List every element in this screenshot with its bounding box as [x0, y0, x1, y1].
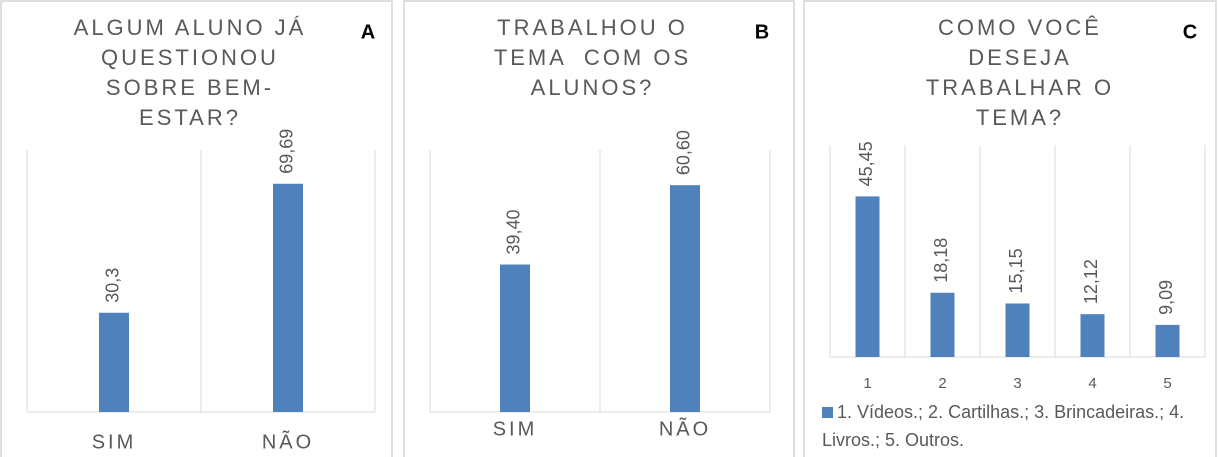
panel-label: B [755, 21, 769, 43]
data-label: 15,15 [1006, 248, 1026, 293]
x-tick-label: NÃO [262, 429, 314, 453]
bar [99, 312, 129, 412]
bar [273, 183, 303, 412]
x-tick-label: 4 [1088, 375, 1096, 392]
x-tick-label: 3 [1013, 375, 1021, 392]
bar [930, 292, 955, 357]
data-label: 30,3 [103, 268, 123, 303]
x-tick-label: SIM [92, 431, 137, 453]
panel-border [803, 0, 1217, 457]
x-tick-label: SIM [493, 418, 538, 440]
data-label: 45,45 [856, 141, 876, 186]
bar [1080, 314, 1105, 357]
bar [1005, 303, 1030, 357]
legend-swatch [822, 407, 833, 418]
data-label: 39,40 [504, 209, 524, 254]
legend-label: 1. Vídeos.; 2. Cartilhas.; 3. Brincadeir… [822, 402, 1185, 450]
x-tick-label: NÃO [659, 416, 711, 440]
chart-title: ALGUM ALUNO JÁ QUESTIONOU SOBRE BEM-ESTA… [73, 15, 316, 130]
data-label: 12,12 [1081, 259, 1101, 304]
data-label: 18,18 [931, 238, 951, 283]
data-label: 69,69 [277, 129, 297, 174]
bar [500, 264, 530, 412]
chart-title: COMO VOCÊ DESEJA TRABALHAR O TEMA? [925, 15, 1123, 130]
legend: 1. Vídeos.; 2. Cartilhas.; 3. Brincadeir… [822, 398, 1214, 454]
panel-border [0, 0, 393, 457]
x-tick-label: 2 [938, 375, 946, 392]
data-label: 60,60 [674, 130, 694, 175]
chart-title: TRABALHOU O TEMA COM OS ALUNOS? [493, 15, 700, 100]
panel-label: A [361, 21, 375, 43]
x-tick-label: 5 [1163, 375, 1171, 392]
bar [670, 185, 700, 412]
data-label: 9,09 [1156, 280, 1176, 315]
panel-border [403, 0, 795, 457]
bar [855, 196, 880, 357]
x-tick-label: 1 [863, 375, 871, 392]
bar [1155, 324, 1180, 357]
panel-label: C [1183, 21, 1197, 43]
